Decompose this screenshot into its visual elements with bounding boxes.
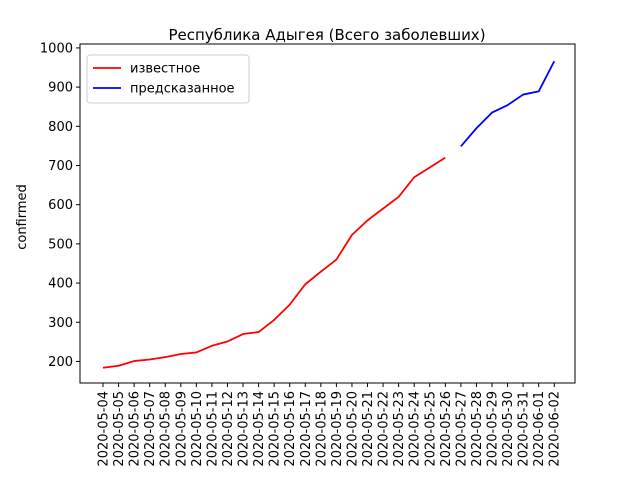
x-tick-label: 2020-05-07 xyxy=(143,391,158,467)
x-tick-label: 2020-05-24 xyxy=(408,391,423,467)
x-tick-label: 2020-05-14 xyxy=(252,391,267,467)
y-tick-label: 700 xyxy=(48,159,73,174)
y-axis: 200 300 400 500 600 700 800 900 1000 xyxy=(40,41,80,370)
legend-label-predicted: предсказанное xyxy=(130,82,235,97)
x-tick-label: 2020-06-01 xyxy=(532,391,547,467)
x-tick-label: 2020-05-16 xyxy=(283,391,298,467)
x-tick-label: 2020-05-30 xyxy=(501,391,516,467)
x-axis: 2020-05-04 2020-05-05 2020-05-06 2020-05-07… xyxy=(97,383,563,467)
y-tick-label: 300 xyxy=(48,316,73,331)
x-tick-label: 2020-05-10 xyxy=(190,391,205,467)
x-tick-label: 2020-05-26 xyxy=(439,391,454,467)
y-tick-label: 1000 xyxy=(40,41,73,56)
x-tick-label: 2020-05-25 xyxy=(423,391,438,467)
x-tick-label: 2020-05-05 xyxy=(112,391,127,467)
chart-title: Республика Адыгея (Всего заболевших) xyxy=(168,26,485,44)
x-tick-label: 2020-05-18 xyxy=(314,391,329,467)
x-tick-label: 2020-06-02 xyxy=(548,391,563,467)
x-tick-label: 2020-05-15 xyxy=(268,391,283,467)
series-line-predicted xyxy=(460,60,556,147)
x-tick-label: 2020-05-27 xyxy=(454,391,469,467)
y-tick-label: 500 xyxy=(48,237,73,252)
x-tick-label: 2020-05-04 xyxy=(97,391,112,467)
x-tick-label: 2020-05-31 xyxy=(517,391,532,467)
x-tick-label: 2020-05-22 xyxy=(377,391,392,467)
x-tick-label: 2020-05-21 xyxy=(361,391,376,467)
x-tick-label: 2020-05-06 xyxy=(128,391,143,467)
series-line-known xyxy=(102,156,446,369)
x-tick-label: 2020-05-11 xyxy=(205,391,220,467)
y-tick-label: 200 xyxy=(48,355,73,370)
plot-frame xyxy=(79,43,576,384)
legend: известное предсказанное xyxy=(86,54,250,104)
x-tick-label: 2020-05-13 xyxy=(237,391,252,467)
x-tick-label: 2020-05-08 xyxy=(159,391,174,467)
y-axis-label: confirmed xyxy=(15,184,30,250)
x-tick-label: 2020-05-09 xyxy=(174,391,189,467)
x-tick-label: 2020-05-28 xyxy=(470,391,485,467)
x-tick-label: 2020-05-12 xyxy=(221,391,236,467)
y-tick-label: 800 xyxy=(48,120,73,135)
plot-area xyxy=(79,43,576,384)
legend-box xyxy=(86,54,250,104)
series-layer xyxy=(102,60,556,369)
y-tick-label: 900 xyxy=(48,81,73,96)
legend-label-known: известное xyxy=(130,62,200,77)
y-tick-label: 400 xyxy=(48,277,73,292)
x-tick-label: 2020-05-20 xyxy=(345,391,360,467)
x-tick-label: 2020-05-29 xyxy=(486,391,501,467)
y-tick-label: 600 xyxy=(48,198,73,213)
x-tick-label: 2020-05-23 xyxy=(392,391,407,467)
x-tick-label: 2020-05-17 xyxy=(299,391,314,467)
x-tick-label: 2020-05-19 xyxy=(330,391,345,467)
